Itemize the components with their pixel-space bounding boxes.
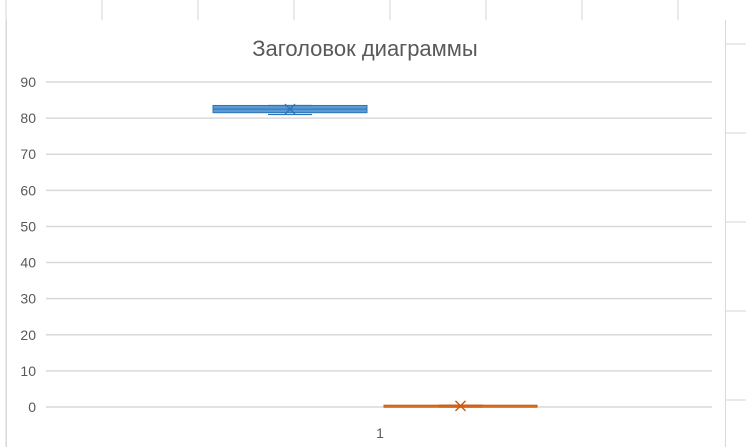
x-tick-label: 1 [376,425,384,441]
y-tick-label: 70 [20,146,36,162]
y-tick-label: 60 [20,182,36,198]
y-tick-label: 80 [20,110,36,126]
y-tick-label: 20 [20,327,36,343]
y-tick-label: 40 [20,255,36,271]
chart-area[interactable] [6,20,726,447]
series-1-box[interactable] [212,103,368,116]
series-2-box[interactable] [383,400,538,412]
y-tick-label: 10 [20,363,36,379]
mean-marker [284,103,296,115]
chart-title: Заголовок диаграммы [252,36,477,61]
y-tick-label: 30 [20,291,36,307]
y-tick-label: 90 [20,74,36,90]
mean-marker [455,400,466,412]
y-tick-label: 50 [20,218,36,234]
y-tick-label: 0 [28,399,36,415]
